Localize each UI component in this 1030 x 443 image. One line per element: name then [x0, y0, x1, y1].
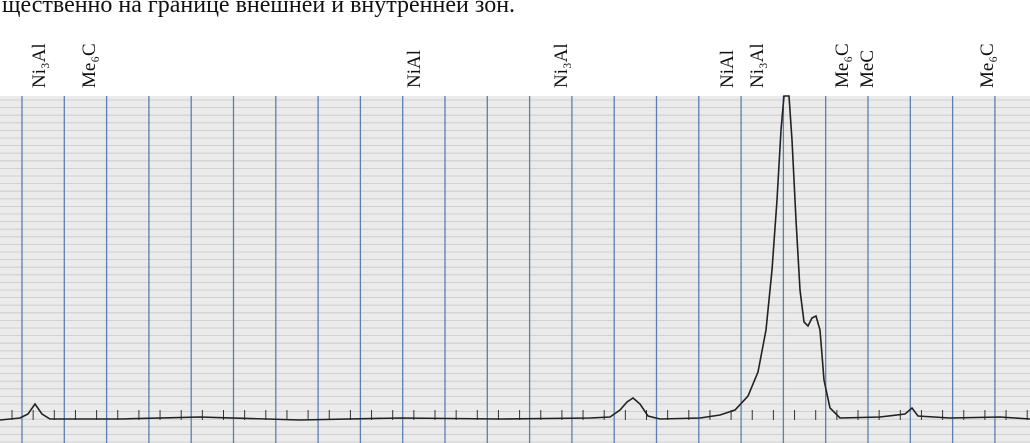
- phase-label: NiAl: [404, 50, 425, 88]
- phase-label: NiAl: [717, 50, 738, 88]
- caption-text: щественно на границе внешней и внутренне…: [2, 0, 515, 18]
- phase-label: Ni₃Al: [551, 43, 572, 88]
- diffractogram-figure: щественно на границе внешней и внутренне…: [0, 0, 1030, 443]
- phase-label: Ni₃Al: [747, 43, 768, 88]
- phase-label: Ni₃Al: [29, 43, 50, 88]
- phase-label: MeC: [857, 50, 878, 88]
- phase-label: Me₆C: [977, 43, 998, 88]
- phase-label: Me₆C: [79, 43, 100, 88]
- chart-paper: [0, 96, 1030, 443]
- phase-label: Me₆C: [832, 43, 853, 88]
